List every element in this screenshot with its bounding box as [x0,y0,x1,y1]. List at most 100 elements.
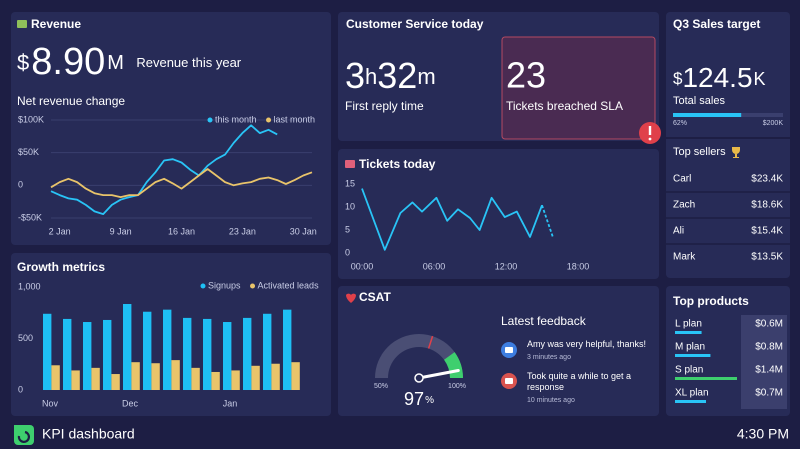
line [50,168,313,198]
bar [43,313,52,390]
alert-icon-bar [648,126,652,135]
seller-name: Ali [673,226,684,237]
tickets-icon [345,160,355,168]
seller-name: Zach [673,200,695,211]
bar [283,309,292,390]
value-caption: Revenue this year [136,55,241,70]
bar [111,374,120,390]
bar [231,370,240,390]
value-number: 8.90 [31,41,105,83]
footer-title: KPI dashboard [42,426,135,442]
y-tick-label: 10 [345,201,355,211]
minutes-unit: m [417,64,435,89]
product-name: M plan [675,342,705,353]
gauge-number: 97 [404,389,424,409]
legend-label: Activated leads [258,280,320,290]
x-tick-label: Jan [223,398,238,408]
line [50,124,278,215]
big-value: $8.90 M Revenue this year [17,41,242,83]
progress-fill [673,113,742,117]
first-reply-label: First reply time [345,99,424,113]
feedback-item: Amy was very helpful, thanks! 3 minutes … [527,339,652,363]
gauge-unit: % [425,395,434,406]
sla-value: 23 [506,55,546,96]
gauge-tick-label: 100% [448,383,466,390]
bar [211,371,220,390]
feedback-text: Took quite a while to get a response [527,371,632,392]
feedback-title: Latest feedback [501,314,587,328]
footer-time: 4:30 PM [737,426,789,442]
bar [183,317,192,390]
first-reply-value: 3h32m [345,55,436,96]
y-tick-label: 5 [345,224,350,234]
bar [675,354,711,357]
sla-label: Tickets breached SLA [506,99,623,113]
product-name: L plan [675,319,702,330]
bar [83,322,92,390]
y-tick-label: 1,000 [18,281,41,291]
y-tick-label: 500 [18,333,33,343]
panel [338,149,659,279]
trophy-icon [732,147,740,158]
bar [71,370,80,390]
feedback-item: Took quite a while to get a response 10 … [527,371,652,406]
y-tick-label: 15 [345,178,355,188]
x-tick-label: 9 Jan [110,226,132,236]
bar [263,313,272,390]
bar [675,331,702,334]
progress-label: 62% [673,120,687,127]
bar [675,377,737,380]
seller-name: Carl [673,174,691,185]
hours-unit: h [365,64,377,89]
panel-title: CSAT [359,290,391,304]
value-suffix: M [107,52,124,74]
heart-icon [346,293,356,303]
legend-marker [266,117,272,123]
y-tick-label: $50K [18,147,39,157]
panel-title: Revenue [31,17,81,31]
x-tick-label: Dec [122,398,139,408]
bar [223,322,232,390]
revenue-icon [17,20,27,28]
bar [103,319,112,390]
legend-marker [207,117,213,123]
seller-name: Mark [673,252,696,263]
gauge-hub [414,373,424,383]
x-tick-label: 23 Jan [229,226,256,236]
y-tick-label: 0 [18,384,23,394]
x-tick-label: Nov [42,398,59,408]
y-tick-label: 0 [18,180,23,190]
value-suffix: K [754,69,766,89]
bar [291,362,300,390]
feedback-time: 10 minutes ago [527,397,575,404]
panel-title: Tickets today [359,157,436,171]
seller-value: $18.6K [751,200,783,211]
value-number: 124.5 [682,62,752,93]
product-value: $0.6M [755,319,783,330]
feedback-time: 3 minutes ago [527,354,571,361]
value-prefix: $ [17,50,29,75]
panel-title: Growth metrics [17,260,105,274]
alert-icon-dot [648,137,652,141]
bar [191,367,200,390]
bar [243,317,252,390]
bar [675,400,706,403]
line-dashed [541,204,554,238]
product-name: S plan [675,365,703,376]
panel [11,12,331,245]
minutes: 32 [377,55,417,96]
seller-value: $23.4K [751,174,783,185]
hours: 3 [345,55,365,96]
value-column [741,315,787,409]
total-value: $124.5K [673,62,766,93]
bar [163,309,172,390]
gauge-tick-label: 50% [374,383,388,390]
feedback-icon-glyph [505,347,513,353]
chart-title: Net revenue change [17,94,125,108]
line [361,188,543,251]
product-name: XL plan [675,388,709,399]
legend-label: Signups [208,280,241,290]
feedback-icon-glyph [505,378,513,384]
